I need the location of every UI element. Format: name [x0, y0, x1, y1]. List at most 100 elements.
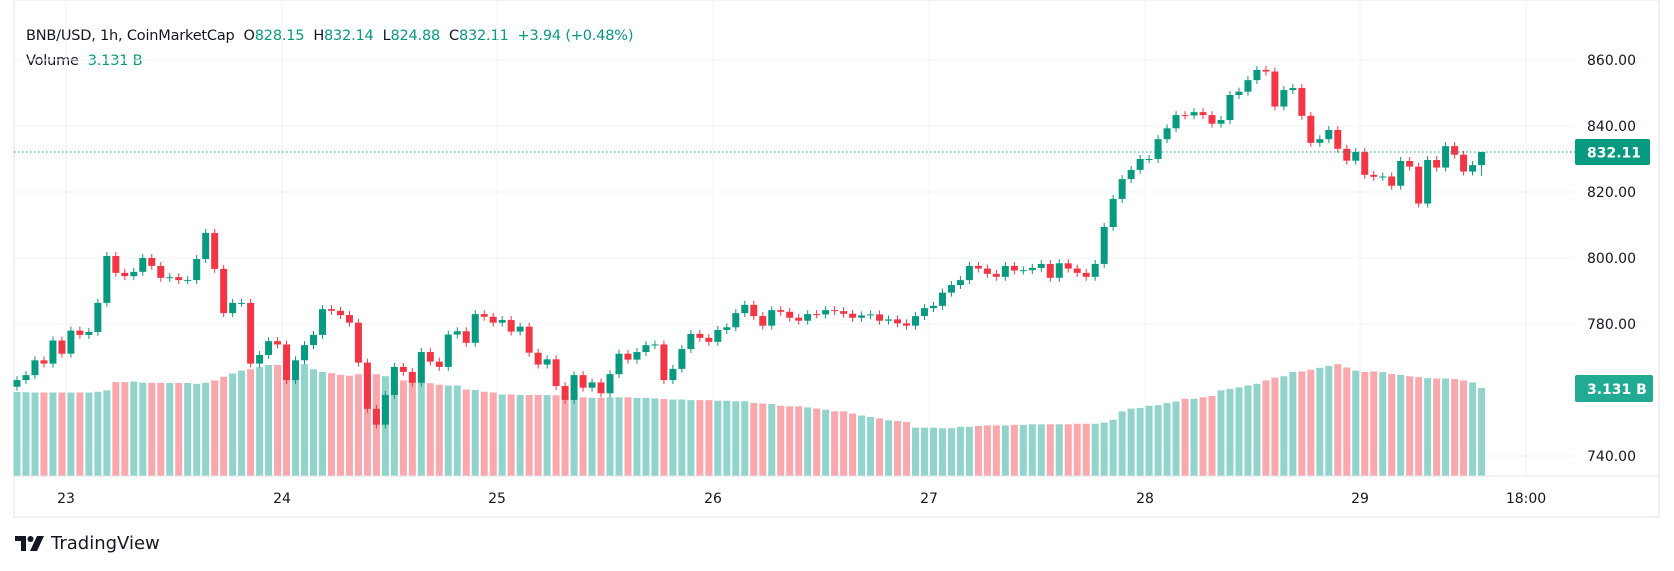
candle: [1280, 86, 1288, 111]
volume-bar: [408, 381, 416, 476]
candle: [992, 269, 1000, 281]
candle-body: [292, 360, 300, 381]
candle-body: [1001, 265, 1009, 277]
candle-body: [94, 302, 102, 332]
volume-bar: [1415, 377, 1423, 476]
candle-body: [1397, 160, 1405, 186]
candle: [1226, 91, 1234, 125]
candle: [184, 276, 192, 285]
candle: [444, 330, 452, 371]
candle-body: [381, 394, 389, 425]
candle-body: [1244, 80, 1252, 92]
candle: [1289, 84, 1297, 94]
candle: [920, 304, 928, 321]
candle: [1424, 156, 1432, 208]
candle: [840, 307, 848, 318]
candle: [1019, 266, 1027, 275]
candle: [858, 311, 866, 322]
candle: [1307, 111, 1315, 147]
volume-bar: [1172, 401, 1180, 476]
candle: [13, 376, 21, 391]
time-axis[interactable]: 23 24 25 26 27 28 29 18:00: [57, 491, 1546, 507]
candle: [741, 300, 749, 318]
candle-body: [956, 280, 964, 286]
candle-body: [1235, 91, 1243, 95]
candle: [1163, 124, 1171, 144]
volume-bar: [184, 382, 192, 476]
volume-bar: [1280, 376, 1288, 476]
candle-body: [507, 320, 515, 332]
time-tick-label: 29: [1351, 491, 1369, 507]
volume-bar: [1235, 387, 1243, 476]
candle-body: [1388, 176, 1396, 186]
candle-body: [1361, 152, 1369, 175]
candle: [345, 311, 353, 327]
candle-body: [301, 345, 309, 361]
volume-bar: [813, 408, 821, 476]
candle: [570, 371, 578, 404]
candle: [480, 310, 488, 321]
candle: [1262, 65, 1270, 76]
candle-body: [31, 360, 39, 376]
candle-body: [732, 313, 740, 328]
volume-bar: [157, 382, 165, 476]
volume-tag: 3.131 B: [1575, 375, 1653, 402]
candle: [193, 255, 201, 285]
candle-body: [615, 353, 623, 375]
candle-body: [1199, 112, 1207, 116]
volume-bar: [678, 399, 686, 476]
candle: [238, 298, 246, 307]
candle-body: [327, 309, 335, 311]
candle-body: [1073, 268, 1081, 273]
volume-bar: [1271, 377, 1279, 476]
candle: [453, 327, 461, 339]
candle-body: [336, 310, 344, 316]
volume-bar: [40, 392, 48, 476]
volume-bar: [310, 369, 318, 476]
candle: [768, 306, 776, 330]
candle-body: [633, 352, 641, 360]
candle-body: [642, 345, 650, 353]
candle-body: [1064, 263, 1072, 269]
volume-bar: [956, 426, 964, 476]
candle: [615, 349, 623, 379]
candle: [552, 355, 560, 390]
candle-body: [229, 302, 237, 314]
volume-bar: [1388, 373, 1396, 476]
candle: [220, 264, 228, 318]
candle: [822, 306, 830, 319]
volume-bar: [992, 425, 1000, 476]
candle: [462, 327, 470, 347]
candle: [1253, 65, 1261, 85]
candle: [408, 367, 416, 387]
price-axis[interactable]: 860.00 840.00 820.00 800.00 780.00 740.00: [1587, 53, 1636, 465]
candle: [327, 305, 335, 315]
candle: [1370, 170, 1378, 181]
candle-body: [992, 273, 1000, 277]
volume-bar: [552, 395, 560, 476]
volume-bar: [345, 375, 353, 476]
candle: [938, 288, 946, 310]
volume-bar: [31, 392, 39, 476]
volume-bar: [444, 385, 452, 476]
candle: [867, 310, 875, 320]
candle-body: [938, 292, 946, 306]
candle: [1244, 76, 1252, 96]
candle-body: [1334, 129, 1342, 149]
tradingview-logo[interactable]: TradingView: [15, 533, 160, 554]
candle-body: [1478, 152, 1486, 166]
candle-body: [660, 344, 668, 381]
candle: [723, 323, 731, 334]
candle-body: [130, 271, 138, 277]
volume-bar: [283, 364, 291, 476]
volume-bar: [795, 406, 803, 476]
candle-body: [372, 408, 380, 425]
volume-bar: [1289, 372, 1297, 476]
candle-body: [1010, 265, 1018, 271]
candle-body: [462, 331, 470, 343]
volume-bar: [651, 398, 659, 476]
candle: [247, 298, 255, 368]
candle: [166, 273, 174, 282]
candle-body: [570, 375, 578, 400]
